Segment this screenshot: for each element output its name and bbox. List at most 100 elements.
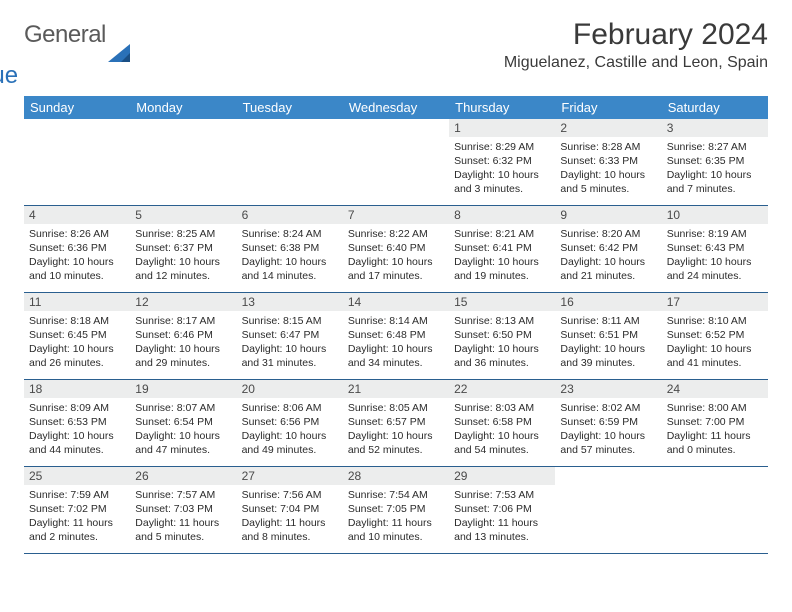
page-header: General Blue February 2024 Miguelanez, C…: [24, 18, 768, 88]
day-body: Sunrise: 8:13 AMSunset: 6:50 PMDaylight:…: [449, 311, 555, 375]
day-cell: 10Sunrise: 8:19 AMSunset: 6:43 PMDayligh…: [662, 206, 768, 292]
day-number: 23: [555, 380, 661, 398]
day-body: Sunrise: 8:10 AMSunset: 6:52 PMDaylight:…: [662, 311, 768, 375]
day-number: 12: [130, 293, 236, 311]
day-body: Sunrise: 8:05 AMSunset: 6:57 PMDaylight:…: [343, 398, 449, 462]
daylight-line: Daylight: 11 hours and 8 minutes.: [242, 516, 338, 544]
daylight-line: Daylight: 10 hours and 39 minutes.: [560, 342, 656, 370]
sunset-line: Sunset: 7:05 PM: [348, 502, 444, 516]
day-body: Sunrise: 8:07 AMSunset: 6:54 PMDaylight:…: [130, 398, 236, 462]
daylight-line: Daylight: 10 hours and 31 minutes.: [242, 342, 338, 370]
title-block: February 2024 Miguelanez, Castille and L…: [504, 18, 768, 72]
day-body: Sunrise: 8:26 AMSunset: 6:36 PMDaylight:…: [24, 224, 130, 288]
day-body: Sunrise: 8:17 AMSunset: 6:46 PMDaylight:…: [130, 311, 236, 375]
sunset-line: Sunset: 7:03 PM: [135, 502, 231, 516]
sunrise-line: Sunrise: 7:57 AM: [135, 488, 231, 502]
day-body: Sunrise: 7:57 AMSunset: 7:03 PMDaylight:…: [130, 485, 236, 549]
day-body: Sunrise: 8:24 AMSunset: 6:38 PMDaylight:…: [237, 224, 343, 288]
day-body: Sunrise: 7:59 AMSunset: 7:02 PMDaylight:…: [24, 485, 130, 549]
day-cell: .: [24, 119, 130, 205]
daylight-line: Daylight: 10 hours and 19 minutes.: [454, 255, 550, 283]
daylight-line: Daylight: 10 hours and 17 minutes.: [348, 255, 444, 283]
day-number: 29: [449, 467, 555, 485]
sunrise-line: Sunrise: 8:19 AM: [667, 227, 763, 241]
day-body: Sunrise: 8:22 AMSunset: 6:40 PMDaylight:…: [343, 224, 449, 288]
day-cell: 29Sunrise: 7:53 AMSunset: 7:06 PMDayligh…: [449, 467, 555, 553]
daylight-line: Daylight: 11 hours and 13 minutes.: [454, 516, 550, 544]
sunset-line: Sunset: 7:04 PM: [242, 502, 338, 516]
sunset-line: Sunset: 6:37 PM: [135, 241, 231, 255]
day-number: 15: [449, 293, 555, 311]
day-body: Sunrise: 8:28 AMSunset: 6:33 PMDaylight:…: [555, 137, 661, 201]
sunrise-line: Sunrise: 7:54 AM: [348, 488, 444, 502]
daylight-line: Daylight: 10 hours and 57 minutes.: [560, 429, 656, 457]
sunset-line: Sunset: 6:56 PM: [242, 415, 338, 429]
daylight-line: Daylight: 10 hours and 10 minutes.: [29, 255, 125, 283]
day-number: 20: [237, 380, 343, 398]
daylight-line: Daylight: 11 hours and 10 minutes.: [348, 516, 444, 544]
sunset-line: Sunset: 6:48 PM: [348, 328, 444, 342]
day-cell: 11Sunrise: 8:18 AMSunset: 6:45 PMDayligh…: [24, 293, 130, 379]
sunrise-line: Sunrise: 8:05 AM: [348, 401, 444, 415]
sunset-line: Sunset: 6:58 PM: [454, 415, 550, 429]
sunrise-line: Sunrise: 8:10 AM: [667, 314, 763, 328]
day-number: 9: [555, 206, 661, 224]
sunset-line: Sunset: 7:00 PM: [667, 415, 763, 429]
day-number: 17: [662, 293, 768, 311]
dow-cell: Sunday: [24, 96, 130, 119]
day-cell: 19Sunrise: 8:07 AMSunset: 6:54 PMDayligh…: [130, 380, 236, 466]
location-label: Miguelanez, Castille and Leon, Spain: [504, 54, 768, 72]
sunset-line: Sunset: 6:59 PM: [560, 415, 656, 429]
sunrise-line: Sunrise: 8:25 AM: [135, 227, 231, 241]
day-number: 19: [130, 380, 236, 398]
day-number: 3: [662, 119, 768, 137]
daylight-line: Daylight: 10 hours and 41 minutes.: [667, 342, 763, 370]
sunrise-line: Sunrise: 8:14 AM: [348, 314, 444, 328]
sunrise-line: Sunrise: 7:59 AM: [29, 488, 125, 502]
daylight-line: Daylight: 10 hours and 34 minutes.: [348, 342, 444, 370]
daylight-line: Daylight: 10 hours and 44 minutes.: [29, 429, 125, 457]
day-cell: 22Sunrise: 8:03 AMSunset: 6:58 PMDayligh…: [449, 380, 555, 466]
day-cell: 25Sunrise: 7:59 AMSunset: 7:02 PMDayligh…: [24, 467, 130, 553]
daylight-line: Daylight: 10 hours and 47 minutes.: [135, 429, 231, 457]
sunset-line: Sunset: 6:40 PM: [348, 241, 444, 255]
dow-cell: Monday: [130, 96, 236, 119]
daylight-line: Daylight: 10 hours and 52 minutes.: [348, 429, 444, 457]
sunset-line: Sunset: 6:52 PM: [667, 328, 763, 342]
sunrise-line: Sunrise: 8:18 AM: [29, 314, 125, 328]
day-number: 14: [343, 293, 449, 311]
day-body: Sunrise: 8:00 AMSunset: 7:00 PMDaylight:…: [662, 398, 768, 462]
daylight-line: Daylight: 10 hours and 14 minutes.: [242, 255, 338, 283]
day-number: 27: [237, 467, 343, 485]
sunset-line: Sunset: 6:36 PM: [29, 241, 125, 255]
daylight-line: Daylight: 11 hours and 5 minutes.: [135, 516, 231, 544]
day-cell: 8Sunrise: 8:21 AMSunset: 6:41 PMDaylight…: [449, 206, 555, 292]
day-cell: 12Sunrise: 8:17 AMSunset: 6:46 PMDayligh…: [130, 293, 236, 379]
day-number: 24: [662, 380, 768, 398]
day-body: Sunrise: 7:56 AMSunset: 7:04 PMDaylight:…: [237, 485, 343, 549]
day-cell: 13Sunrise: 8:15 AMSunset: 6:47 PMDayligh…: [237, 293, 343, 379]
day-cell: 4Sunrise: 8:26 AMSunset: 6:36 PMDaylight…: [24, 206, 130, 292]
day-number: 11: [24, 293, 130, 311]
sunset-line: Sunset: 6:33 PM: [560, 154, 656, 168]
day-cell: 5Sunrise: 8:25 AMSunset: 6:37 PMDaylight…: [130, 206, 236, 292]
day-body: Sunrise: 8:27 AMSunset: 6:35 PMDaylight:…: [662, 137, 768, 201]
daylight-line: Daylight: 10 hours and 3 minutes.: [454, 168, 550, 196]
day-cell: 7Sunrise: 8:22 AMSunset: 6:40 PMDaylight…: [343, 206, 449, 292]
day-number: 10: [662, 206, 768, 224]
day-body: Sunrise: 7:54 AMSunset: 7:05 PMDaylight:…: [343, 485, 449, 549]
day-cell: 1Sunrise: 8:29 AMSunset: 6:32 PMDaylight…: [449, 119, 555, 205]
month-title: February 2024: [504, 18, 768, 52]
day-cell: 17Sunrise: 8:10 AMSunset: 6:52 PMDayligh…: [662, 293, 768, 379]
sunrise-line: Sunrise: 8:17 AM: [135, 314, 231, 328]
day-number: 22: [449, 380, 555, 398]
day-number: 2: [555, 119, 661, 137]
sunset-line: Sunset: 6:43 PM: [667, 241, 763, 255]
day-body: Sunrise: 8:25 AMSunset: 6:37 PMDaylight:…: [130, 224, 236, 288]
day-number: 28: [343, 467, 449, 485]
sunrise-line: Sunrise: 8:26 AM: [29, 227, 125, 241]
sunrise-line: Sunrise: 8:09 AM: [29, 401, 125, 415]
day-cell: 15Sunrise: 8:13 AMSunset: 6:50 PMDayligh…: [449, 293, 555, 379]
day-number: 1: [449, 119, 555, 137]
daylight-line: Daylight: 10 hours and 7 minutes.: [667, 168, 763, 196]
